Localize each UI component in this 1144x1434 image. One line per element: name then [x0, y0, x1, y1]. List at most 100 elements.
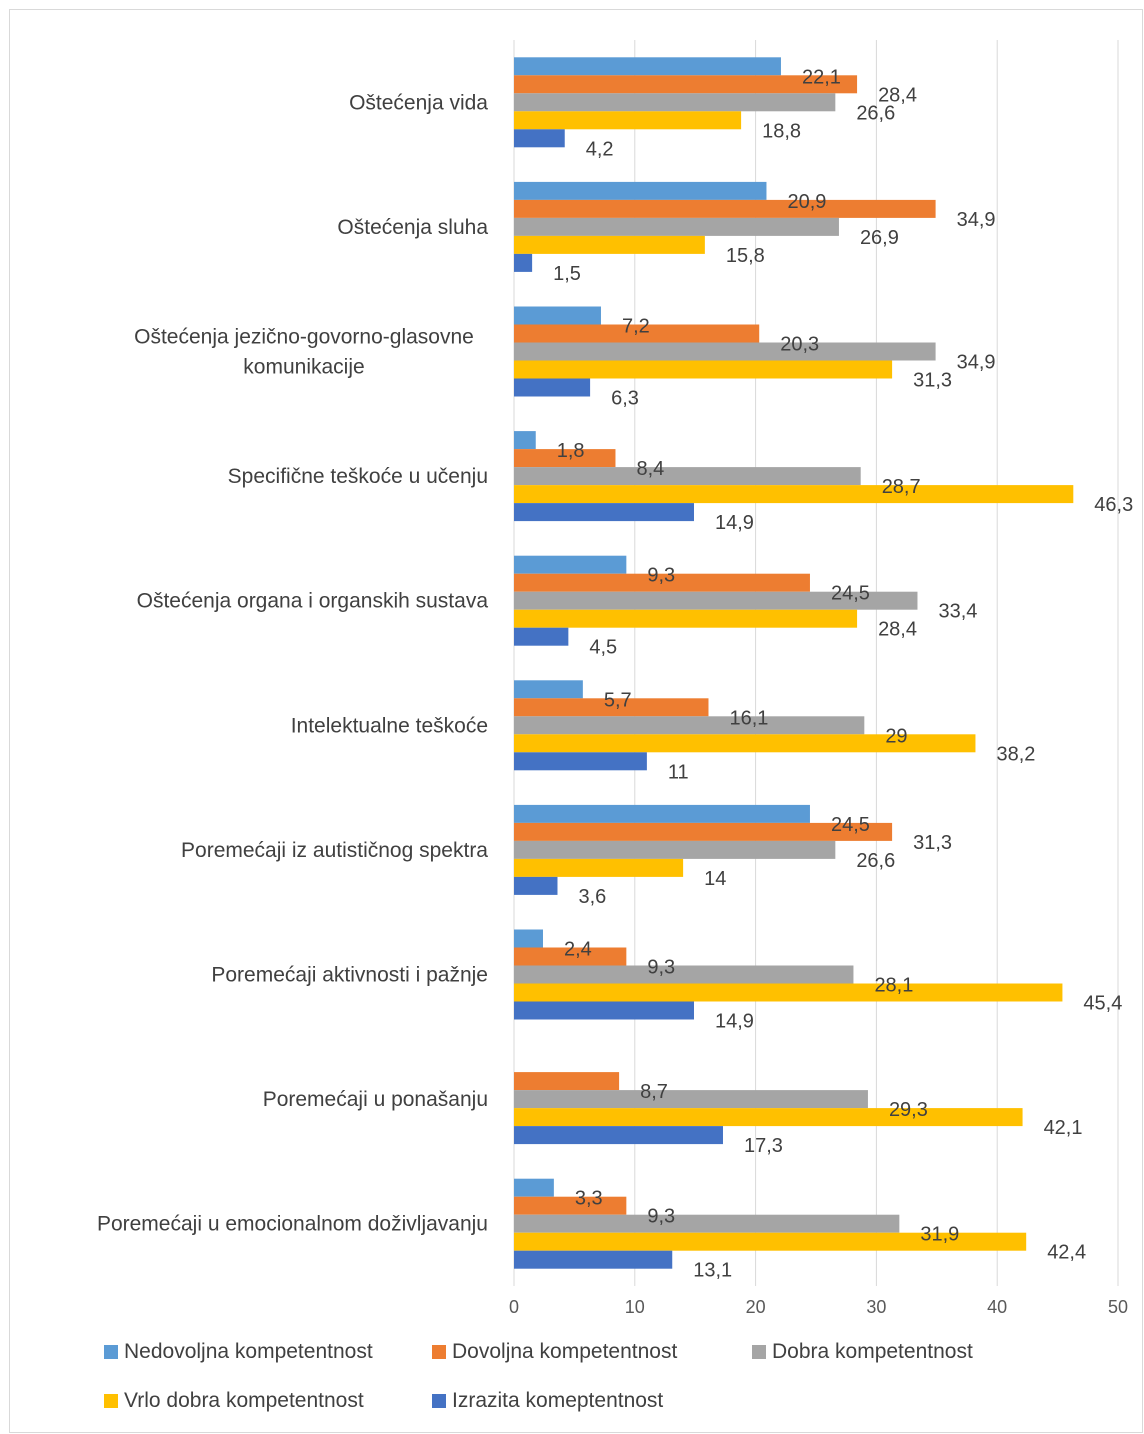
data-label: 31,9 [920, 1224, 959, 1246]
data-label: 26,6 [856, 102, 895, 124]
legend-label: Izrazita komeptentnost [452, 1389, 663, 1412]
legend-label: Dobra kompetentnost [772, 1340, 973, 1363]
data-label: 42,1 [1044, 1117, 1083, 1139]
bar [514, 716, 865, 735]
legend-item: Dovoljna kompetentnost [432, 1340, 677, 1363]
data-label: 1,8 [557, 440, 585, 462]
data-label: 4,5 [589, 637, 617, 659]
legend: Nedovoljna kompetentnost Dovoljna kompete… [104, 1340, 973, 1412]
x-tick-label: 40 [987, 1297, 1007, 1317]
x-axis-ticks: 0 10 20 30 40 50 [509, 1297, 1128, 1317]
bar [514, 129, 565, 148]
data-label: 20,9 [787, 191, 826, 213]
data-label: 14,9 [715, 1011, 754, 1033]
data-label: 29,3 [889, 1099, 928, 1121]
bar [514, 360, 893, 379]
data-label: 17,3 [744, 1135, 783, 1157]
x-tick-label: 30 [866, 1297, 886, 1317]
bar [514, 591, 918, 610]
bar [514, 983, 1063, 1002]
bar [514, 181, 767, 200]
bars [514, 57, 1074, 1269]
data-label: 16,1 [729, 707, 768, 729]
bar [514, 324, 760, 343]
bar [514, 1108, 1023, 1127]
category-label: Poremećaji aktivnosti i pažnje [211, 964, 488, 987]
data-label: 6,3 [611, 388, 639, 410]
data-label: 18,8 [762, 120, 801, 142]
bar [514, 1072, 620, 1091]
legend-item: Dobra kompetentnost [752, 1340, 973, 1363]
bar [514, 378, 591, 397]
bar [514, 1126, 723, 1145]
legend-label: Nedovoljna kompetentnost [124, 1340, 373, 1363]
data-label: 46,3 [1094, 494, 1133, 516]
bar [514, 306, 601, 325]
bar [514, 1196, 627, 1215]
data-label: 38,2 [996, 743, 1035, 765]
bar [514, 752, 647, 771]
data-label: 24,5 [831, 814, 870, 836]
bar [514, 965, 854, 984]
category-label: Specifične teškoće u učenju [228, 465, 488, 488]
data-label: 3,6 [578, 886, 606, 908]
data-label: 28,4 [878, 84, 917, 106]
data-label: 26,6 [856, 850, 895, 872]
data-label: 31,3 [913, 370, 952, 392]
category-label: Oštećenja sluha [337, 216, 488, 239]
data-label: 28,4 [878, 619, 917, 641]
bar [514, 342, 936, 361]
legend-item: Nedovoljna kompetentnost [104, 1340, 373, 1363]
legend-label: Vrlo dobra kompetentnost [124, 1389, 364, 1412]
bar [514, 1178, 554, 1197]
bar [514, 57, 781, 76]
bar [514, 199, 936, 218]
bar [514, 485, 1074, 504]
data-label: 9,3 [647, 565, 675, 587]
bar [514, 111, 742, 130]
x-tick-label: 0 [509, 1297, 519, 1317]
legend-swatch [752, 1345, 766, 1359]
bar [514, 876, 558, 895]
bar [514, 734, 976, 753]
data-label: 15,8 [726, 245, 765, 267]
data-label: 45,4 [1083, 993, 1122, 1015]
data-label: 1,5 [553, 263, 581, 285]
bar [514, 253, 533, 272]
bar [514, 235, 705, 254]
x-tick-label: 20 [746, 1297, 766, 1317]
data-label: 7,2 [622, 316, 650, 338]
data-label: 31,3 [913, 832, 952, 854]
chart-frame [9, 9, 1143, 1433]
data-label: 20,3 [780, 334, 819, 356]
legend-swatch [104, 1394, 118, 1408]
data-label: 24,5 [831, 583, 870, 605]
category-label: Oštećenja organa i organskih sustava [137, 590, 489, 613]
x-tick-label: 10 [625, 1297, 645, 1317]
bar [514, 555, 627, 574]
data-label: 42,4 [1047, 1242, 1086, 1264]
bar [514, 75, 858, 94]
category-labels: Oštećenja vida Oštećenja sluha Oštećenja j… [97, 91, 488, 1235]
legend-swatch [104, 1345, 118, 1359]
data-label: 14,9 [715, 512, 754, 534]
data-label: 34,9 [957, 352, 996, 374]
bar [514, 609, 858, 628]
data-label: 34,9 [957, 209, 996, 231]
bar [514, 858, 684, 877]
bar [514, 467, 861, 486]
category-label: Intelektualne teškoće [291, 714, 488, 737]
bar [514, 947, 627, 966]
data-label: 8,7 [640, 1081, 668, 1103]
category-label: Poremećaji u emocionalnom doživljavanju [97, 1213, 488, 1236]
legend-item: Izrazita komeptentnost [432, 1389, 663, 1412]
legend-swatch [432, 1394, 446, 1408]
data-label: 26,9 [860, 227, 899, 249]
bar [514, 573, 810, 592]
bar [514, 680, 583, 699]
bar [514, 929, 543, 948]
bar [514, 804, 810, 823]
data-label: 2,4 [564, 939, 592, 961]
bar [514, 449, 616, 468]
